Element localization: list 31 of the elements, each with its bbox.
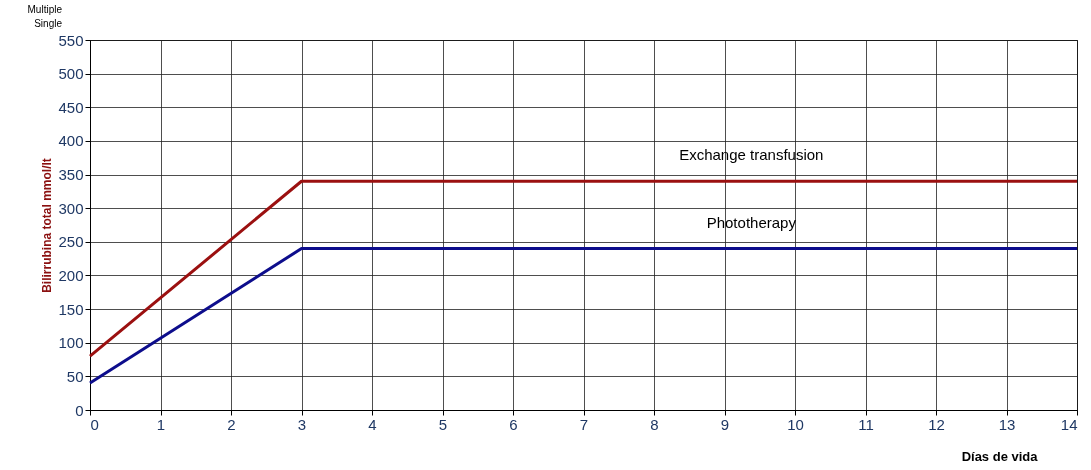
y-tick-label: 150 [58,300,84,318]
y-tick-label: 500 [58,65,84,83]
text: Multiple [27,4,63,15]
x-tick-label: 14 [1060,415,1078,433]
y-tick-label: 400 [58,132,84,150]
y-tick-label: 450 [58,98,84,116]
y-tick-label: 300 [58,199,84,217]
x-axis-title: Días de vida [961,448,1039,464]
x-tick-label: 11 [858,415,874,433]
y-tick-label: 200 [58,266,84,284]
x-tick-label: 3 [297,415,307,433]
x-tick-label: 10 [787,415,804,433]
x-tick-label: 12 [928,415,945,433]
text: Single [34,18,63,29]
x-tick-label: 2 [227,415,236,433]
x-tick-label: 8 [650,415,659,433]
x-tick-label: 1 [156,415,166,433]
x-tick-label: 13 [998,415,1016,433]
y-tick-label: 250 [58,233,84,251]
x-tick-label: 7 [579,415,589,433]
x-tick-label: 5 [438,415,448,433]
x-tick-label: 6 [509,415,518,433]
x-tick-label: 9 [720,415,730,433]
y-tick-label: 550 [58,31,84,49]
x-tick-label: 4 [368,415,377,433]
x-tick-label: 0 [90,415,99,433]
y-tick-label: 100 [58,334,84,352]
y-tick-label: 50 [66,367,84,385]
y-tick-label: 0 [75,401,84,419]
y-tick-label: 350 [58,166,84,184]
y-axis-title: Bilirrubina total mmol/lt [40,158,55,293]
